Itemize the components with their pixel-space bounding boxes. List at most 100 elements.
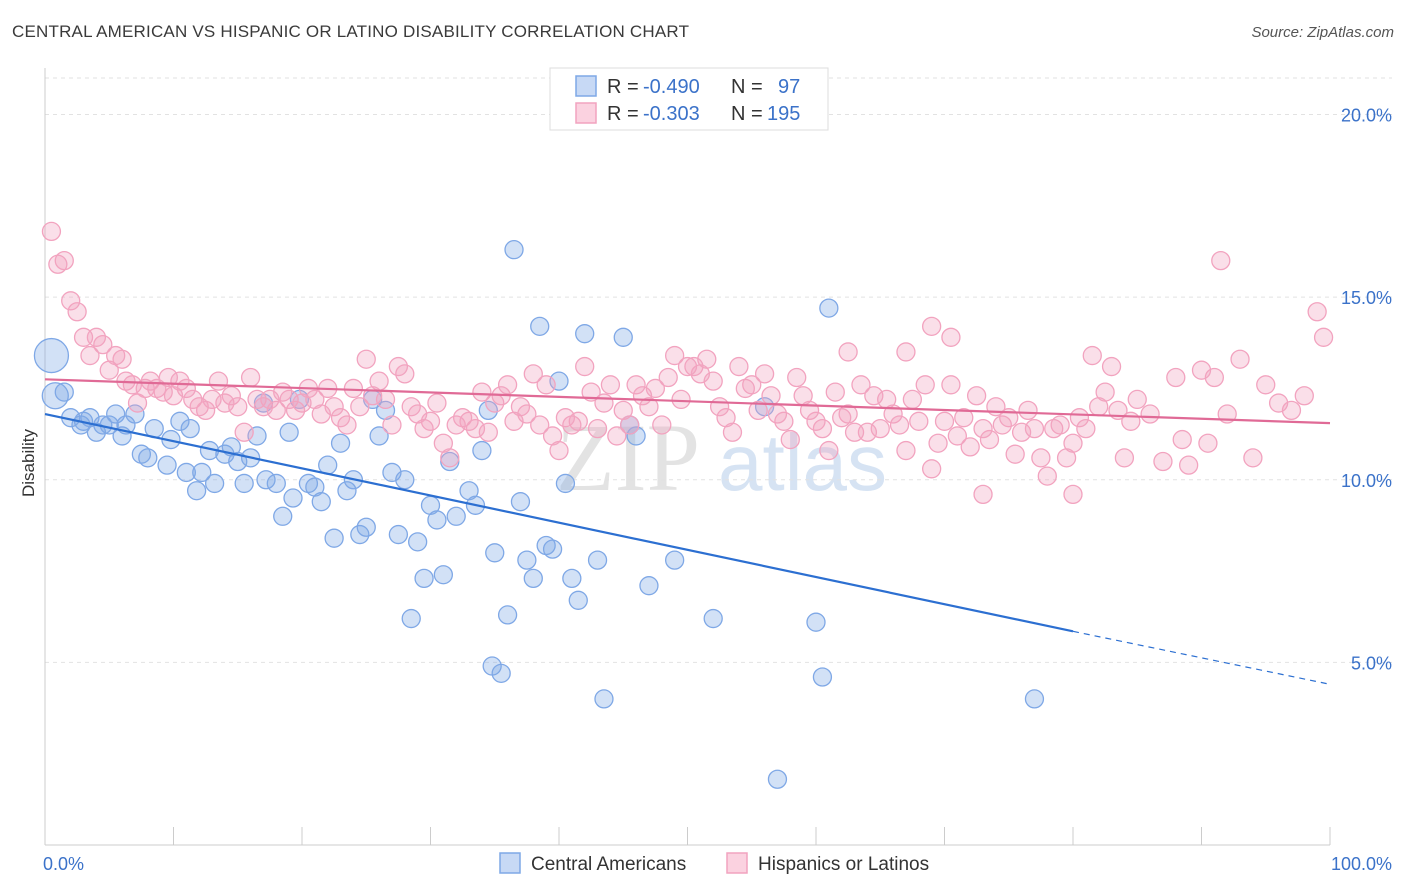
hispanic-latino-point bbox=[1256, 375, 1276, 395]
central-american-trend-extension bbox=[1072, 630, 1331, 685]
central-american-point bbox=[311, 492, 331, 512]
hispanic-latino-point bbox=[748, 400, 768, 421]
central-american-point bbox=[350, 524, 370, 545]
hispanic-latino-point bbox=[478, 422, 498, 442]
hispanic-latino-point bbox=[915, 375, 935, 395]
hispanic-latino-point bbox=[1179, 455, 1199, 475]
central-american-point bbox=[1024, 689, 1045, 709]
y-tick-label: 20.0% bbox=[1341, 106, 1392, 126]
hispanic-latino-point bbox=[658, 367, 678, 388]
hispanic-latino-point bbox=[337, 415, 357, 435]
hispanic-latino-point bbox=[703, 371, 723, 391]
hispanic-latino-point bbox=[517, 404, 537, 424]
hispanic-latino-point bbox=[1069, 408, 1090, 428]
hispanic-latino-point bbox=[780, 429, 800, 450]
hispanic-latino-point bbox=[497, 375, 518, 395]
central-american-point bbox=[497, 605, 518, 625]
central-american-point bbox=[530, 316, 550, 337]
central-american-point bbox=[369, 426, 389, 446]
central-american-point bbox=[819, 298, 839, 318]
hispanic-latino-point bbox=[922, 459, 942, 479]
central-american-point bbox=[626, 426, 646, 446]
central-american-point bbox=[594, 689, 614, 709]
hispanic-latino-point bbox=[54, 250, 74, 271]
central-american-point bbox=[767, 769, 788, 789]
central-american-point bbox=[256, 470, 276, 490]
bottom-legend: Central Americans Hispanics or Latinos bbox=[499, 852, 929, 875]
hispanic-latino-point bbox=[1076, 418, 1096, 439]
hispanic-latino-point bbox=[1037, 466, 1057, 486]
hispanic-latino-point bbox=[902, 389, 923, 410]
hispanic-latino-point bbox=[979, 429, 1000, 450]
hispanic-latino-point bbox=[787, 367, 807, 388]
hispanic-latino-point bbox=[86, 327, 107, 347]
hispanic-latino-point bbox=[1031, 448, 1051, 468]
hispanic-latino-point bbox=[1063, 484, 1083, 505]
central-american-point bbox=[472, 440, 492, 461]
bottom-legend-swatch-hispanic bbox=[726, 852, 748, 874]
hispanic-latino-point bbox=[1153, 451, 1173, 472]
hispanic-latino-point bbox=[208, 371, 229, 391]
central-american-point bbox=[517, 550, 537, 570]
central-american-point bbox=[186, 481, 207, 501]
central-american-point bbox=[54, 382, 74, 402]
central-american-point bbox=[401, 608, 421, 629]
legend-r-label-1: R = bbox=[607, 76, 639, 98]
hispanic-latino-point bbox=[1211, 250, 1231, 271]
central-american-point bbox=[587, 550, 608, 570]
hispanic-latino-point bbox=[851, 375, 871, 395]
hispanic-latino-point bbox=[1140, 404, 1160, 424]
hispanic-latino-point bbox=[774, 411, 794, 431]
hispanic-latino-point bbox=[594, 393, 614, 413]
central-american-point bbox=[192, 462, 212, 483]
hispanic-latino-point bbox=[806, 411, 826, 431]
y-tick-label: 10.0% bbox=[1341, 471, 1392, 491]
hispanic-latino-point bbox=[909, 411, 929, 431]
hispanic-latino-point bbox=[1198, 433, 1218, 453]
hispanic-latino-point bbox=[941, 327, 961, 347]
hispanic-latino-point bbox=[652, 415, 672, 435]
hispanic-latino-point bbox=[870, 418, 890, 439]
hispanic-latino-point bbox=[285, 400, 306, 421]
legend-swatch-central bbox=[575, 75, 597, 97]
hispanic-latino-point bbox=[973, 418, 993, 439]
central-american-point bbox=[433, 565, 454, 585]
hispanic-latino-point bbox=[838, 342, 858, 362]
central-american-point bbox=[575, 324, 595, 344]
central-american-point bbox=[665, 550, 685, 570]
tick-labels: 5.0% 10.0% 15.0% 20.0% 0.0% 100.0% bbox=[43, 106, 1392, 874]
hispanic-latino-point bbox=[742, 375, 762, 395]
hispanic-latino-point bbox=[992, 415, 1012, 435]
hispanic-latino-point bbox=[1101, 356, 1122, 377]
hispanic-latino-point bbox=[350, 397, 370, 417]
hispanic-latino-point bbox=[607, 426, 627, 446]
bottom-legend-swatch-central bbox=[499, 852, 521, 874]
hispanic-latino-point bbox=[928, 433, 948, 453]
hispanic-latino-point bbox=[575, 356, 595, 377]
hispanic-latino-point bbox=[440, 448, 460, 468]
hispanic-latino-point bbox=[395, 364, 415, 384]
central-american-point bbox=[33, 337, 70, 374]
hispanic-latino-point bbox=[170, 371, 190, 391]
central-american-point bbox=[568, 590, 588, 610]
hispanic-latino-point bbox=[195, 400, 216, 421]
hispanic-latino-point bbox=[1082, 345, 1102, 366]
hispanic-latino-point bbox=[369, 371, 389, 391]
central-american-point bbox=[504, 240, 524, 260]
y-tick-label: 5.0% bbox=[1351, 653, 1392, 673]
hispanic-latino-point bbox=[523, 364, 543, 384]
legend-r-value-2: -0.303 bbox=[643, 103, 700, 125]
hispanic-latino-point bbox=[671, 389, 691, 410]
hispanic-latino-point bbox=[838, 404, 858, 424]
hispanic-latino-point bbox=[427, 393, 447, 413]
hispanic-latino-point bbox=[1204, 367, 1224, 388]
hispanic-latino-point bbox=[761, 386, 781, 406]
central-american-point bbox=[491, 663, 511, 683]
central-american-point bbox=[180, 418, 200, 439]
hispanic-latino-point bbox=[1095, 382, 1115, 402]
central-american-point bbox=[478, 400, 498, 421]
hispanic-latino-point bbox=[388, 356, 409, 377]
central-american-point bbox=[523, 568, 543, 589]
hispanic-latino-point bbox=[356, 349, 376, 369]
y-axis-label: Disability bbox=[19, 428, 38, 497]
